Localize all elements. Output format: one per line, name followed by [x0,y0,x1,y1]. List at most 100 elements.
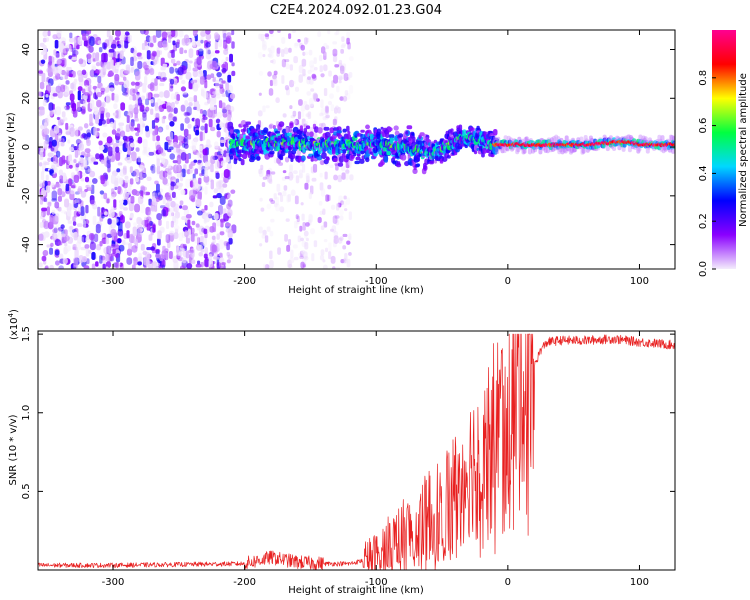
heatmap-cell [81,234,87,243]
heatmap-cell [185,178,191,188]
bottom-x-axis-label: Height of straight line (km) [288,585,424,596]
heatmap-cell [59,76,64,81]
heatmap-cell [149,36,153,42]
heatmap-cell [210,263,214,269]
heatmap-cell [46,244,52,248]
heatmap-cell [346,258,351,268]
heatmap-cell [322,208,326,215]
heatmap-cell [269,79,273,87]
heatmap-cell [92,85,98,90]
heatmap-cell [338,80,342,84]
heatmap-cell [95,261,99,267]
heatmap-cell [207,97,211,104]
heatmap-cell [58,169,63,176]
heatmap-cell [137,123,141,133]
heatmap-cell [222,106,228,114]
heatmap-cell [340,44,346,49]
heatmap-cell [295,86,300,92]
heatmap-cell [345,92,351,100]
heatmap-cell [198,177,202,185]
heatmap-cell [189,163,193,170]
heatmap-cell [176,39,180,45]
heatmap-cell [376,133,380,140]
heatmap-cell [333,131,338,136]
heatmap-cell [365,157,370,163]
heatmap-cell [162,40,168,48]
heatmap-cells [38,30,675,269]
heatmap-cell [274,202,278,208]
heatmap-cell [398,133,404,139]
heatmap-cell [70,82,75,90]
heatmap-cell [327,184,332,190]
heatmap-cell [156,196,160,203]
heatmap-cell [338,195,343,204]
heatmap-cell [289,105,293,110]
heatmap-cell [189,181,194,188]
heatmap-cell [172,160,178,164]
colorbar-tick-label: 0.8 [698,70,709,86]
heatmap-cell [265,34,270,40]
heatmap-cell [136,216,142,225]
heatmap-cell [346,125,350,132]
heatmap-cell [168,37,172,43]
heatmap-cell [293,42,299,49]
heatmap-cell [222,208,227,215]
heatmap-cell [117,162,123,166]
heatmap-cell [269,123,274,129]
heatmap-cell [69,93,75,102]
heatmap-cell [65,183,70,192]
heatmap-cell [154,248,161,254]
heatmap-cell [65,102,71,106]
heatmap-cell [75,163,80,168]
heatmap-cell [187,219,191,229]
heatmap-cell [282,113,287,118]
heatmap-cell [142,111,147,118]
heatmap-cell [294,195,299,205]
heatmap-cell [191,139,198,147]
heatmap-cell [141,173,147,179]
heatmap-cell [161,157,166,164]
heatmap-cell [230,155,234,160]
heatmap-cell [527,146,532,155]
heatmap-cell [86,53,92,60]
heatmap-cell [256,156,261,161]
heatmap-cell [218,239,225,250]
heatmap-cell [83,265,90,269]
x-tick-label: -100 [365,577,388,588]
heatmap-cell [328,242,332,252]
heatmap-cell [205,42,211,48]
heatmap-cell [275,97,280,103]
heatmap-cell [482,147,487,154]
heatmap-cell [83,40,88,47]
heatmap-cell [258,168,263,175]
heatmap-cell [280,194,284,203]
heatmap-cell [130,151,137,162]
heatmap-cell [159,254,164,262]
heatmap-cell [332,53,338,63]
heatmap-cell [168,251,173,260]
heatmap-cell [221,179,227,184]
heatmap-cell [178,30,184,38]
heatmap-cell [298,74,303,83]
colorbar-ticks: 0.0 0.2 0.4 0.6 0.8 [698,70,716,277]
heatmap-cell [98,145,105,151]
heatmap-cell [155,108,160,118]
heatmap-cell [118,221,123,232]
heatmap-cell [109,87,115,92]
heatmap-cell [132,88,139,94]
heatmap-cell [110,59,114,69]
heatmap-cell [269,198,274,202]
heatmap-cell [263,127,269,134]
heatmap-cell [226,242,230,251]
heatmap-cell [212,155,219,160]
heatmap-cell [166,200,171,205]
heatmap-cell [106,136,113,144]
x-tick-label: -300 [102,577,125,588]
heatmap-cell [212,78,216,83]
heatmap-cell [107,218,112,225]
heatmap-cell [114,68,119,74]
heatmap-cell [211,155,215,162]
heatmap-cell [258,226,263,234]
heatmap-cell [275,196,279,206]
heatmap-cell [188,102,193,107]
